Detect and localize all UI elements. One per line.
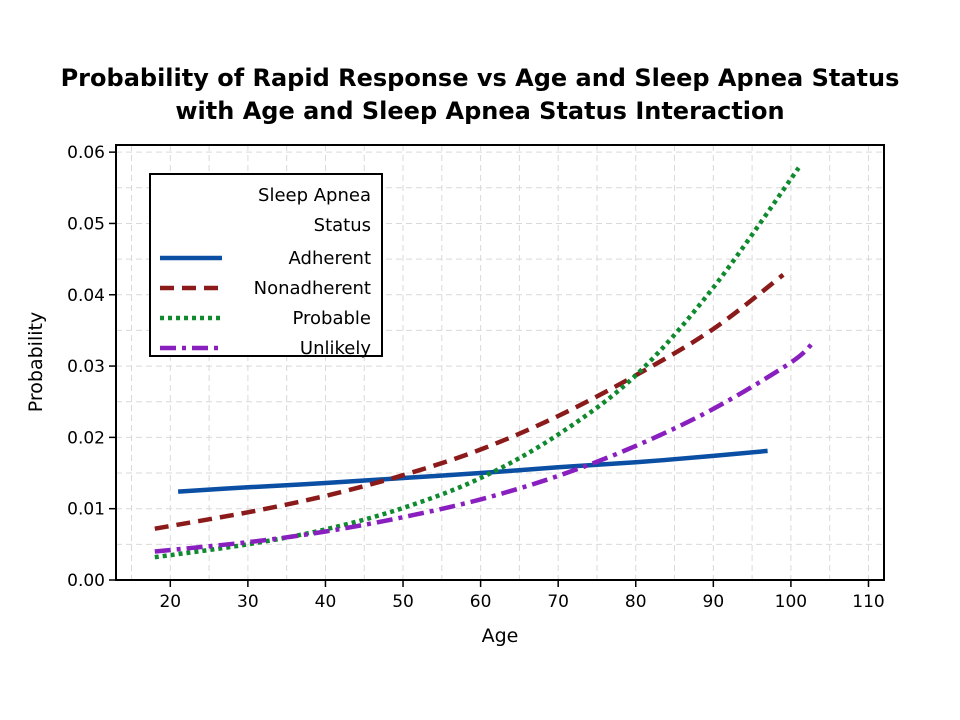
- x-tick-label: 100: [775, 592, 807, 612]
- y-tick-label: 0.00: [67, 571, 105, 591]
- legend-title-line-1: Sleep Apnea: [258, 185, 371, 206]
- x-tick-label: 70: [547, 592, 569, 612]
- grid: [116, 145, 884, 580]
- chart-title-line-1: Probability of Rapid Response vs Age and…: [61, 64, 900, 92]
- y-tick-label: 0.05: [67, 214, 105, 234]
- y-tick-label: 0.02: [67, 428, 105, 448]
- chart-title-line-2: with Age and Sleep Apnea Status Interact…: [175, 97, 784, 125]
- x-axis-label: Age: [482, 625, 519, 647]
- x-tick-label: 80: [625, 592, 647, 612]
- legend-label-probable: Probable: [292, 308, 371, 329]
- series-layer: [154, 166, 816, 560]
- x-tick-label: 20: [159, 592, 181, 612]
- series-line-nonadherent: [154, 273, 785, 531]
- x-tick-label: 30: [237, 592, 259, 612]
- series-line-unlikely: [154, 339, 816, 554]
- plot-frame: [115, 144, 885, 581]
- ticks: 20 30 40 50 60 70 80 90 100 110 0.00 0.01 0.02 0.03 0.…: [67, 143, 885, 612]
- legend-title-line-2: Status: [314, 215, 371, 236]
- y-tick-label: 0.06: [67, 143, 105, 163]
- x-tick-label: 90: [703, 592, 725, 612]
- series-line-adherent: [177, 448, 768, 494]
- legend-box: [149, 173, 383, 357]
- x-tick-label: 110: [852, 592, 884, 612]
- legend-label-adherent: Adherent: [289, 248, 371, 269]
- legend-entries: Adherent Nonadherent Probable Unlikely: [160, 248, 371, 359]
- y-tick-label: 0.04: [67, 286, 105, 306]
- legend-label-unlikely: Unlikely: [300, 338, 371, 359]
- legend-label-nonadherent: Nonadherent: [254, 278, 371, 299]
- x-tick-label: 60: [470, 592, 492, 612]
- x-tick-label: 50: [392, 592, 414, 612]
- x-tick-label: 40: [315, 592, 337, 612]
- y-axis-label: Probability: [25, 312, 47, 412]
- legend: Sleep Apnea Status Adherent Nonadherent Pr…: [149, 173, 383, 359]
- y-tick-label: 0.03: [67, 357, 105, 377]
- series-line-probable: [154, 166, 801, 560]
- y-tick-label: 0.01: [67, 500, 105, 520]
